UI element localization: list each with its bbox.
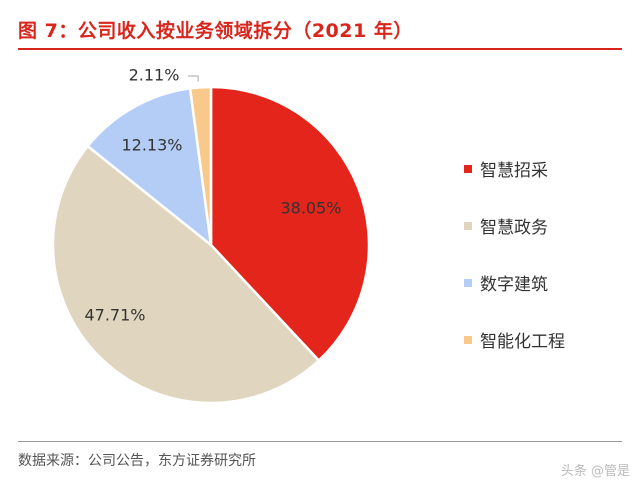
legend-label: 数字建筑 — [480, 275, 548, 295]
legend-swatch — [464, 335, 472, 344]
pie-slice — [86, 87, 213, 247]
title-divider — [18, 48, 622, 50]
slice-value-label: 38.05% — [280, 199, 341, 218]
legend: 智慧招采 智慧政务 数字建筑 智能化工程 — [464, 140, 565, 368]
legend-label: 智慧招采 — [480, 161, 548, 181]
label-leader-line — [188, 75, 199, 82]
slice-value-label: 2.11% — [129, 66, 180, 85]
pie-slice — [188, 85, 213, 247]
legend-item: 智慧政务 — [464, 197, 565, 254]
chart-title: 图 7：公司收入按业务领域拆分（2021 年） — [18, 20, 413, 42]
legend-item: 智慧招采 — [464, 140, 565, 197]
legend-swatch — [464, 221, 472, 230]
source-note: 数据来源：公司公告，东方证券研究所 — [18, 453, 256, 469]
watermark: 头条 @管是 — [560, 464, 630, 479]
legend-swatch — [464, 278, 472, 287]
legend-swatch — [464, 164, 472, 173]
pie-slice — [209, 85, 371, 362]
legend-label: 智能化工程 — [480, 332, 565, 352]
legend-item: 智能化工程 — [464, 311, 565, 368]
slice-value-label: 47.71% — [84, 306, 145, 325]
pie-slice — [51, 144, 321, 405]
slice-value-label: 12.13% — [121, 136, 182, 155]
legend-label: 智慧政务 — [480, 218, 548, 238]
footer-divider — [18, 441, 622, 442]
legend-item: 数字建筑 — [464, 254, 565, 311]
